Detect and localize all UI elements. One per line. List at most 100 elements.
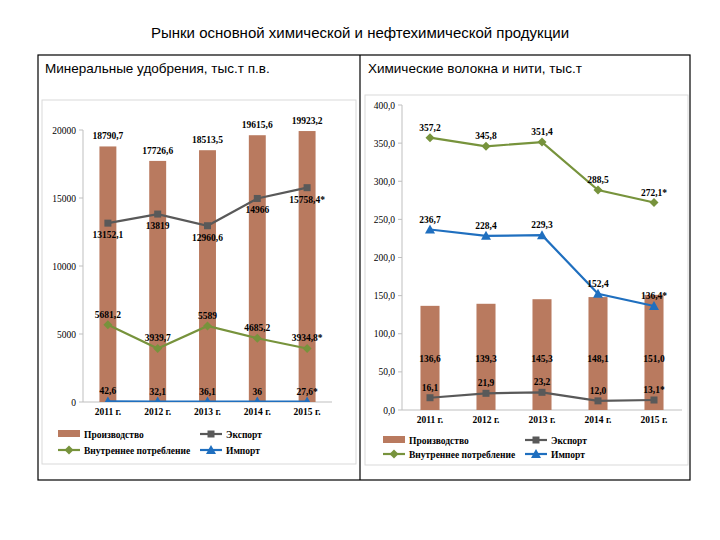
chart-title: Минеральные удобрения, тыс.т п.в.	[45, 61, 270, 76]
data-label: 14966	[245, 205, 269, 215]
chart-title: Химические волокна и нити, тыс.т	[368, 61, 582, 76]
x-tick-label: 2012 г.	[473, 415, 500, 425]
marker	[252, 397, 262, 402]
data-label: 4685,2	[244, 323, 270, 333]
x-tick-label: 2014 г.	[244, 407, 271, 417]
marker	[649, 301, 659, 310]
data-label: 5681,2	[95, 310, 121, 320]
panel-frame	[38, 55, 690, 480]
y-tick-label: 20000	[52, 126, 76, 136]
legend-label: Внутреннее потребление	[84, 446, 190, 456]
legend-marker	[531, 449, 541, 458]
x-tick-label: 2013 г.	[194, 407, 221, 417]
marker	[153, 344, 162, 353]
y-tick	[398, 219, 402, 220]
y-tick	[79, 130, 83, 131]
bar	[199, 150, 216, 402]
data-label: 3934,8*	[292, 333, 323, 343]
data-label: 148,1	[587, 354, 609, 364]
legend: Производство Экспорт Внутреннее потреблени…	[383, 436, 587, 460]
bar	[99, 146, 116, 402]
marker	[593, 289, 603, 298]
marker	[650, 198, 659, 207]
x-tick-label: 2014 г.	[585, 415, 612, 425]
data-label: 351,4	[531, 127, 553, 137]
x-tick-label: 2011 г.	[417, 415, 443, 425]
y-tick	[398, 143, 402, 144]
y-tick-label: 50,0	[378, 367, 395, 377]
y-tick-label: 300,0	[374, 177, 396, 187]
bar	[149, 161, 166, 402]
legend-label: Производство	[84, 430, 144, 440]
data-label: 229,3	[531, 220, 553, 230]
data-label: 36	[253, 387, 263, 397]
background	[0, 0, 720, 540]
y-tick-label: 100,0	[374, 329, 396, 339]
chart-area	[365, 95, 688, 465]
marker	[425, 225, 435, 234]
marker	[103, 396, 113, 402]
legend-label: Внутреннее потребление	[409, 450, 515, 460]
marker	[253, 334, 262, 343]
marker	[203, 321, 212, 330]
bar	[299, 131, 316, 402]
y-tick-label: 15000	[52, 194, 76, 204]
marker	[539, 389, 546, 396]
data-label: 357,2	[419, 123, 441, 133]
data-label: 13,1*	[643, 385, 665, 395]
data-label: 36,1	[199, 387, 216, 397]
marker	[426, 133, 435, 142]
marker	[154, 211, 161, 218]
y-tick	[398, 257, 402, 258]
legend-marker	[533, 437, 540, 444]
y-tick	[398, 181, 402, 182]
y-tick-label: 150,0	[374, 291, 396, 301]
marker	[594, 186, 603, 195]
marker	[203, 397, 213, 402]
data-label: 152,4	[587, 279, 609, 289]
series-line	[430, 230, 654, 306]
marker	[427, 394, 434, 401]
data-label: 13152,1	[92, 230, 123, 240]
y-tick	[398, 371, 402, 372]
x-tick-label: 2012 г.	[144, 407, 171, 417]
legend: Производство Экспорт Внутреннее потреблени…	[58, 430, 262, 456]
chart: Химические волокна и нити, тыс.т0,050,01…	[365, 61, 688, 465]
data-label: 18790,7	[92, 131, 123, 141]
x-tick-label: 2015 г.	[294, 407, 321, 417]
y-tick	[79, 402, 83, 403]
y-tick	[79, 334, 83, 335]
legend-label: Импорт	[551, 450, 585, 460]
marker	[254, 195, 261, 202]
data-label: 23,2	[534, 377, 551, 387]
y-tick-label: 400,0	[374, 101, 396, 111]
y-tick	[79, 198, 83, 199]
data-label: 5589	[198, 311, 217, 321]
legend-label: Производство	[409, 436, 469, 446]
legend-marker	[206, 445, 216, 454]
legend-label: Экспорт	[226, 430, 262, 440]
data-label: 16,1	[422, 383, 439, 393]
plot-area	[420, 133, 663, 410]
data-label: 151,0	[643, 354, 665, 364]
data-label: 19923,2	[292, 116, 323, 126]
legend-label: Экспорт	[551, 436, 587, 446]
chart-area	[42, 100, 356, 464]
data-label: 18513,5	[192, 135, 223, 145]
data-label: 12,0	[590, 386, 607, 396]
data-label: 12960,6	[192, 233, 223, 243]
plot-area	[99, 131, 315, 402]
legend-marker	[208, 431, 215, 438]
y-tick	[398, 295, 402, 296]
marker	[537, 230, 547, 239]
legend-marker	[390, 450, 399, 459]
data-label: 15758,4*	[289, 195, 325, 205]
data-label: 17726,6	[142, 146, 173, 156]
marker	[303, 344, 312, 353]
marker	[104, 220, 111, 227]
data-label: 145,3	[531, 354, 553, 364]
marker	[651, 397, 658, 404]
series-line	[430, 138, 654, 203]
y-tick-label: 350,0	[374, 139, 396, 149]
marker	[482, 142, 491, 151]
